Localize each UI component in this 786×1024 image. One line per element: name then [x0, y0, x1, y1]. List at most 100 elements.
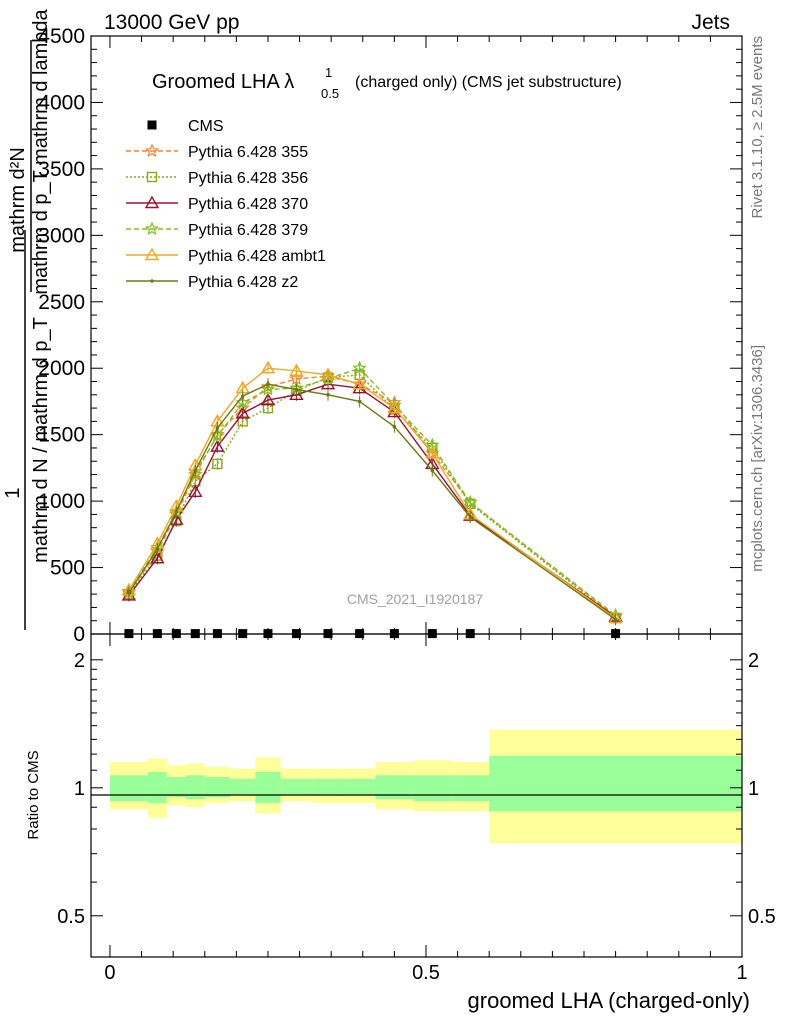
legend-marker [150, 279, 154, 283]
point-pythia-6-428-z2 [294, 387, 299, 392]
main-ytick-label: 3000 [38, 224, 85, 247]
series-line-pythia-6-428-355 [128, 375, 617, 618]
point-pythia-6-428-z2 [357, 399, 362, 404]
plot-title: Groomed LHA λ 1 0.5 (charged only) (CMS … [152, 65, 622, 101]
watermark: CMS_2021_I1920187 [347, 591, 483, 607]
point-pythia-6-428-z2 [155, 547, 160, 551]
ratio-inner-band [166, 777, 186, 798]
title-rest: (charged only) (CMS jet substructure) [355, 74, 622, 91]
point-pythia-6-428-356 [212, 458, 223, 470]
point-pythia-6-428-ambt1 [387, 400, 402, 414]
series-line-pythia-6-428-370 [128, 383, 616, 618]
svg-text:Groomed LHA λ: Groomed LHA λ [152, 71, 294, 93]
series-line-pythia-6-428-ambt1 [128, 367, 617, 619]
legend-label: Pythia 6.428 356 [188, 170, 308, 187]
main-ytick-label: 2000 [38, 357, 85, 380]
point-pythia-6-428-ambt1 [352, 376, 367, 390]
legend-item-pythia-6-428-355: Pythia 6.428 355 [126, 143, 308, 161]
point-pythia-6-428-z2 [613, 617, 618, 622]
point-pythia-6-428-z2 [240, 394, 245, 398]
legend-item-pythia-6-428-z2: Pythia 6.428 z2 [126, 274, 298, 291]
ratio-inner-band [109, 775, 148, 802]
series-pythia-6-428-z2 [127, 378, 618, 626]
point-pythia-6-428-z2 [430, 468, 435, 473]
ratio-ytick-label-right: 2 [748, 650, 759, 672]
ratio-ytick-label-right: 0.5 [748, 906, 776, 928]
ratio-inner-band [413, 775, 452, 802]
legend-marker [146, 171, 158, 183]
legend-label: Pythia 6.428 z2 [188, 274, 298, 291]
ratio-inner-band [375, 775, 414, 800]
main-ytick-label: 3500 [38, 158, 85, 181]
main-y-ticks: 0 500 1000 1500 2000 2500 3000 3500 4000 4500 [38, 25, 742, 646]
point-pythia-6-428-ambt1 [425, 445, 440, 459]
point-pythia-6-428-370 [352, 380, 367, 394]
legend-marker [144, 221, 160, 236]
series-line-pythia-6-428-z2 [128, 383, 617, 620]
legend: CMS Pythia 6.428 355 Pythia 6.428 356 Pythi… [126, 118, 326, 291]
ratio-inner-band [312, 778, 344, 796]
legend-label: Pythia 6.428 370 [188, 196, 308, 213]
main-ylabel: mathrm d²N mathrm d p_T mathrm d lambda … [2, 8, 52, 630]
legend-label: Pythia 6.428 355 [188, 144, 308, 161]
main-ytick-label: 0 [73, 623, 85, 646]
xtick-label: 0 [104, 962, 115, 984]
legend-marker [144, 195, 160, 209]
point-pythia-6-428-370 [210, 439, 225, 452]
series-pythia-6-428-ambt1 [121, 360, 623, 625]
point-pythia-6-428-ambt1 [320, 367, 336, 381]
legend-marker [144, 143, 160, 158]
ratio-inner-band [255, 771, 281, 804]
main-ytick-label: 500 [50, 557, 85, 580]
point-pythia-6-428-z2 [468, 515, 473, 519]
legend-marker [147, 120, 157, 130]
ratio-inner-band [230, 778, 256, 796]
main-series [121, 360, 623, 639]
ratio-ylabel: Ratio to CMS [25, 750, 42, 839]
title-sub: 0.5 [321, 86, 339, 101]
point-pythia-6-428-ambt1 [260, 360, 276, 374]
title-sup: 1 [325, 65, 332, 80]
ratio-y-ticks: 0.5 0.5 1 1 2 2 [57, 650, 776, 928]
ratio-inner-band [204, 777, 231, 798]
x-axis-label: groomed LHA (charged-only) [468, 988, 750, 1013]
ratio-inner-band [185, 775, 205, 800]
point-pythia-6-428-370 [150, 550, 165, 564]
series-pythia-6-428-370 [121, 376, 623, 623]
legend-marker [144, 247, 160, 261]
ratio-inner-band [147, 771, 167, 804]
point-pythia-6-428-379 [260, 381, 276, 396]
header-right: Jets [691, 11, 730, 34]
point-pythia-6-428-z2 [174, 509, 179, 514]
ylabel-bottom-denom: mathrm d N / mathrm d p_T [30, 317, 52, 563]
legend-item-pythia-6-428-356: Pythia 6.428 356 [126, 170, 308, 187]
ratio-panel: 0.5 0.51 12 2 0 0.5 1 [57, 633, 776, 984]
main-ytick-label: 4000 [38, 91, 85, 114]
main-ytick-label: 1000 [38, 490, 85, 513]
series-line-pythia-6-428-379 [128, 367, 617, 616]
ratio-ytick-label: 1 [74, 778, 85, 800]
ratio-inner-band [343, 778, 376, 796]
point-pythia-6-428-370 [289, 387, 304, 400]
legend-item-pythia-6-428-ambt1: Pythia 6.428 ambt1 [126, 247, 326, 265]
legend-label: Pythia 6.428 379 [188, 222, 308, 239]
point-pythia-6-428-z2 [266, 382, 270, 386]
legend-item-cms: CMS [147, 118, 224, 135]
point-pythia-6-428-z2 [392, 424, 397, 429]
point-pythia-6-428-ambt1 [289, 363, 304, 377]
point-pythia-6-428-z2 [326, 393, 330, 397]
ratio-inner-band [489, 755, 742, 812]
main-ytick-label: 1500 [38, 424, 85, 447]
ratio-x-ticks: 0 0.5 1 [104, 634, 748, 984]
point-pythia-6-428-z2 [215, 426, 220, 430]
main-ytick-label: 4500 [38, 25, 85, 48]
ratio-frame [90, 633, 743, 958]
ratio-inner-band [451, 775, 490, 802]
xtick-label: 0.5 [412, 962, 440, 984]
ratio-inner-band [280, 778, 313, 796]
mcplots-ref: mcplots.cern.ch [arXiv:1306.3436] [749, 345, 766, 572]
legend-item-pythia-6-428-379: Pythia 6.428 379 [126, 221, 308, 239]
point-pythia-6-428-379 [462, 494, 478, 509]
main-ytick-label: 2500 [38, 291, 85, 314]
point-pythia-6-428-z2 [193, 468, 198, 473]
